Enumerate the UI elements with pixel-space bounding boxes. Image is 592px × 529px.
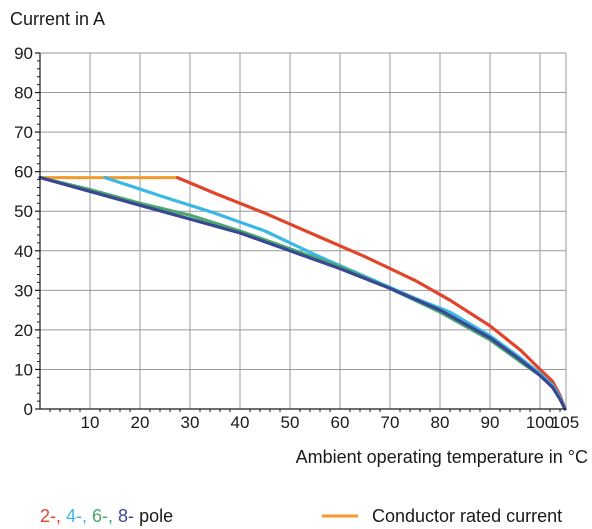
legend-pole-suffix: pole	[134, 506, 173, 526]
legend-conductor-label: Conductor rated current	[372, 506, 562, 526]
axes	[39, 53, 566, 410]
x-tick-label-60: 60	[331, 413, 350, 432]
x-tick-label-80: 80	[431, 413, 450, 432]
x-axis-title: Ambient operating temperature in °C	[296, 447, 588, 467]
minor-ticks	[35, 52, 561, 412]
x-tick-label-20: 20	[131, 413, 150, 432]
y-axis-title: Current in A	[10, 9, 105, 29]
x-tick-label-100: 100	[526, 413, 554, 432]
x-tick-label-30: 30	[181, 413, 200, 432]
legend-pole-4: 4-,	[66, 506, 92, 526]
y-tick-label-60: 60	[14, 163, 33, 182]
legend-pole-label: 2-, 4-, 6-, 8- pole	[40, 506, 173, 526]
y-tick-label-10: 10	[14, 360, 33, 379]
series-line-2-pole	[175, 176, 567, 411]
y-tick-label-90: 90	[14, 44, 33, 63]
x-tick-label-90: 90	[481, 413, 500, 432]
legend-pole-2: 2-,	[40, 506, 66, 526]
y-tick-label-80: 80	[14, 84, 33, 103]
x-tick-label-10: 10	[81, 413, 100, 432]
y-tick-labels: 0 10 20 30 40 50 60 70 80 90	[14, 44, 33, 419]
y-tick-label-40: 40	[14, 242, 33, 261]
legend-pole-6: 6-,	[92, 506, 118, 526]
y-tick-label-20: 20	[14, 321, 33, 340]
y-tick-label-50: 50	[14, 202, 33, 221]
x-tick-label-70: 70	[381, 413, 400, 432]
x-tick-label-105: 105	[551, 413, 579, 432]
series-line-6-pole	[38, 176, 567, 411]
legend: 2-, 4-, 6-, 8- pole Conductor rated curr…	[40, 506, 562, 526]
y-tick-label-70: 70	[14, 123, 33, 142]
series-line-8-pole	[38, 176, 567, 411]
series-layer	[38, 176, 567, 411]
x-tick-label-40: 40	[231, 413, 250, 432]
y-tick-label-30: 30	[14, 281, 33, 300]
legend-pole-8: 8-	[118, 506, 134, 526]
x-tick-label-50: 50	[281, 413, 300, 432]
y-tick-label-0: 0	[24, 400, 33, 419]
